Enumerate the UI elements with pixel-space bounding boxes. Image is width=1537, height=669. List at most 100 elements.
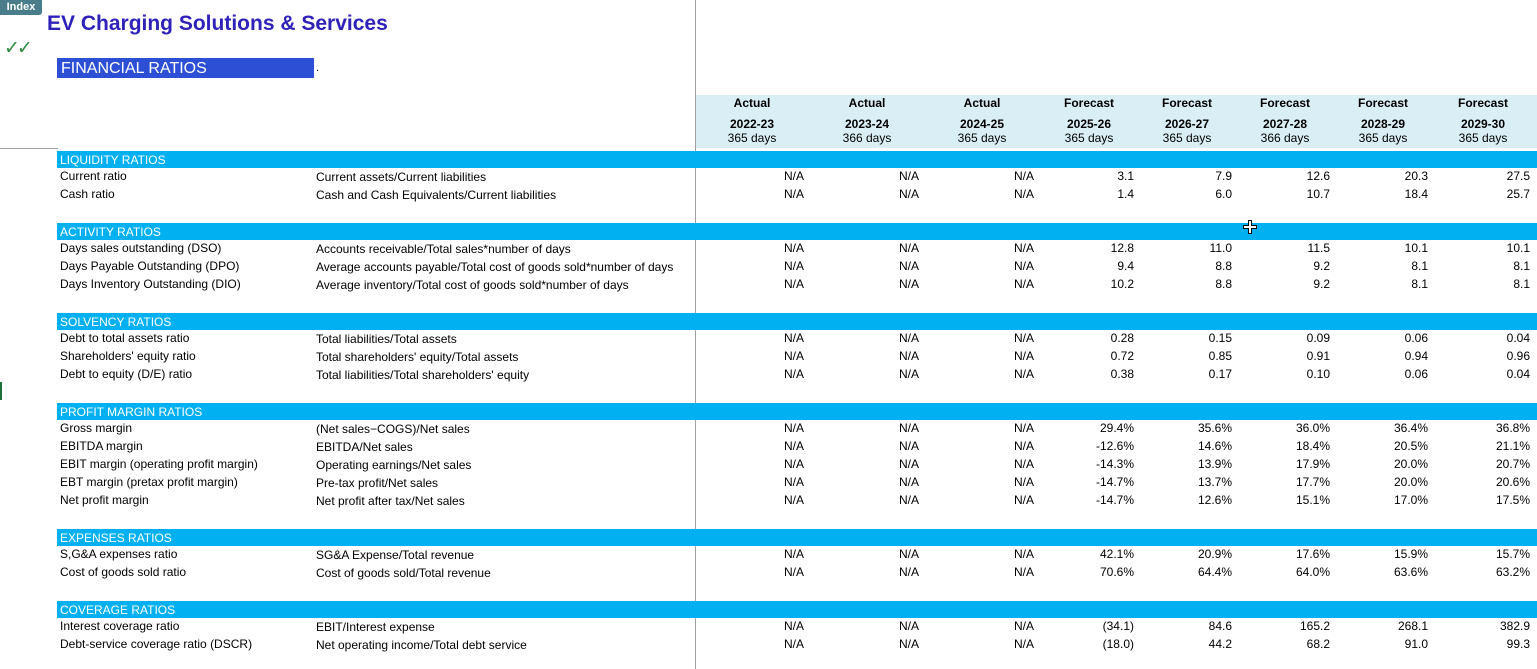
ratio-value-cell[interactable]: -14.3% (1095, 457, 1134, 471)
ratio-value-cell[interactable]: 63.6% (1393, 565, 1428, 579)
ratio-value-cell[interactable]: 17.0% (1393, 493, 1428, 507)
ratio-value-cell[interactable]: N/A (783, 259, 804, 273)
ratio-value-cell[interactable]: 9.2 (1313, 259, 1330, 273)
ratio-value-cell[interactable]: 27.5 (1506, 169, 1530, 183)
ratio-value-cell[interactable]: 11.5 (1307, 241, 1330, 255)
ratio-value-cell[interactable]: N/A (898, 565, 919, 579)
ratio-value-cell[interactable]: 64.0% (1295, 565, 1330, 579)
ratio-value-cell[interactable]: 70.6% (1099, 565, 1134, 579)
ratio-value-cell[interactable]: N/A (898, 331, 919, 345)
ratio-value-cell[interactable]: 268.1 (1397, 619, 1428, 633)
ratio-value-cell[interactable]: 10.2 (1110, 277, 1134, 291)
ratio-value-cell[interactable]: N/A (1013, 331, 1034, 345)
ratio-value-cell[interactable]: 17.9% (1295, 457, 1330, 471)
ratio-value-cell[interactable]: N/A (783, 421, 804, 435)
ratio-value-cell[interactable]: N/A (898, 259, 919, 273)
ratio-value-cell[interactable]: 91.0 (1404, 637, 1428, 651)
ratio-value-cell[interactable]: N/A (783, 367, 804, 381)
ratio-value-cell[interactable]: N/A (1013, 565, 1034, 579)
ratio-value-cell[interactable]: N/A (898, 241, 919, 255)
ratio-value-cell[interactable]: 17.6% (1295, 547, 1330, 561)
ratio-value-cell[interactable]: 14.6% (1197, 439, 1232, 453)
ratio-value-cell[interactable]: 84.6 (1208, 619, 1232, 633)
ratio-value-cell[interactable]: N/A (783, 493, 804, 507)
ratio-value-cell[interactable]: 18.4 (1404, 187, 1428, 201)
ratio-value-cell[interactable]: N/A (783, 187, 804, 201)
ratio-value-cell[interactable]: (34.1) (1102, 619, 1134, 633)
ratio-value-cell[interactable]: -12.6% (1095, 439, 1134, 453)
ratio-value-cell[interactable]: 3.1 (1117, 169, 1134, 183)
ratio-value-cell[interactable]: 0.06 (1404, 331, 1428, 345)
ratio-value-cell[interactable]: N/A (898, 187, 919, 201)
ratio-value-cell[interactable]: 10.1 (1404, 241, 1428, 255)
ratio-value-cell[interactable]: 36.0% (1295, 421, 1330, 435)
ratio-value-cell[interactable]: 0.85 (1208, 349, 1232, 363)
ratio-value-cell[interactable]: 8.8 (1215, 277, 1232, 291)
ratio-value-cell[interactable]: N/A (898, 475, 919, 489)
ratio-value-cell[interactable]: 20.3 (1404, 169, 1428, 183)
ratio-value-cell[interactable]: 9.2 (1313, 277, 1330, 291)
ratio-value-cell[interactable]: 8.1 (1411, 277, 1428, 291)
ratio-value-cell[interactable]: 20.9% (1197, 547, 1232, 561)
ratio-value-cell[interactable]: 20.0% (1393, 457, 1428, 471)
ratio-value-cell[interactable]: 0.28 (1110, 331, 1134, 345)
ratio-value-cell[interactable]: N/A (898, 277, 919, 291)
section-title[interactable]: FINANCIAL RATIOS (57, 58, 314, 78)
ratio-value-cell[interactable]: 15.9% (1393, 547, 1428, 561)
ratio-value-cell[interactable]: N/A (1013, 475, 1034, 489)
ratio-value-cell[interactable]: N/A (783, 637, 804, 651)
ratio-value-cell[interactable]: 1.4 (1117, 187, 1134, 201)
ratio-value-cell[interactable]: N/A (1013, 367, 1034, 381)
ratio-value-cell[interactable]: 0.38 (1110, 367, 1134, 381)
ratio-value-cell[interactable]: 12.8 (1110, 241, 1134, 255)
ratio-value-cell[interactable]: 42.1% (1099, 547, 1134, 561)
ratio-value-cell[interactable]: 25.7 (1506, 187, 1530, 201)
ratio-value-cell[interactable]: N/A (783, 475, 804, 489)
ratio-value-cell[interactable]: N/A (1013, 241, 1034, 255)
ratio-value-cell[interactable]: 0.91 (1306, 349, 1330, 363)
ratio-value-cell[interactable]: N/A (783, 439, 804, 453)
ratio-value-cell[interactable]: N/A (1013, 439, 1034, 453)
ratio-value-cell[interactable]: 0.04 (1506, 331, 1530, 345)
ratio-value-cell[interactable]: 35.6% (1197, 421, 1232, 435)
ratio-value-cell[interactable]: -14.7% (1095, 493, 1134, 507)
ratio-value-cell[interactable]: 36.8% (1495, 421, 1530, 435)
ratio-value-cell[interactable]: N/A (783, 241, 804, 255)
ratio-value-cell[interactable]: N/A (1013, 187, 1034, 201)
ratio-value-cell[interactable]: 12.6% (1197, 493, 1232, 507)
ratio-value-cell[interactable]: 99.3 (1506, 637, 1530, 651)
ratio-value-cell[interactable]: N/A (1013, 349, 1034, 363)
ratio-value-cell[interactable]: N/A (783, 547, 804, 561)
ratio-value-cell[interactable]: N/A (1013, 421, 1034, 435)
ratio-value-cell[interactable]: -14.7% (1095, 475, 1134, 489)
ratio-value-cell[interactable]: 21.1% (1495, 439, 1530, 453)
ratio-value-cell[interactable]: 0.17 (1208, 367, 1232, 381)
ratio-value-cell[interactable]: N/A (1013, 259, 1034, 273)
ratio-value-cell[interactable]: N/A (783, 619, 804, 633)
ratio-value-cell[interactable]: N/A (898, 457, 919, 471)
ratio-value-cell[interactable]: 0.96 (1506, 349, 1530, 363)
ratio-value-cell[interactable]: N/A (783, 457, 804, 471)
ratio-value-cell[interactable]: N/A (898, 619, 919, 633)
ratio-value-cell[interactable]: 7.9 (1215, 169, 1232, 183)
ratio-value-cell[interactable]: N/A (783, 349, 804, 363)
ratio-value-cell[interactable]: 0.94 (1404, 349, 1428, 363)
ratio-value-cell[interactable]: 20.0% (1393, 475, 1428, 489)
ratio-value-cell[interactable]: 20.6% (1495, 475, 1530, 489)
ratio-value-cell[interactable]: 9.4 (1117, 259, 1134, 273)
ratio-value-cell[interactable]: 0.10 (1306, 367, 1330, 381)
ratio-value-cell[interactable]: 10.1 (1506, 241, 1530, 255)
ratio-value-cell[interactable]: 17.7% (1295, 475, 1330, 489)
ratio-value-cell[interactable]: 8.8 (1215, 259, 1232, 273)
ratio-value-cell[interactable]: (18.0) (1102, 637, 1134, 651)
ratio-value-cell[interactable]: 18.4% (1295, 439, 1330, 453)
ratio-value-cell[interactable]: N/A (898, 169, 919, 183)
ratio-value-cell[interactable]: 8.1 (1513, 277, 1530, 291)
ratio-value-cell[interactable]: 0.06 (1404, 367, 1428, 381)
ratio-value-cell[interactable]: N/A (783, 169, 804, 183)
ratio-value-cell[interactable]: 13.7% (1197, 475, 1232, 489)
ratio-value-cell[interactable]: 8.1 (1513, 259, 1530, 273)
ratio-value-cell[interactable]: 15.7% (1495, 547, 1530, 561)
ratio-value-cell[interactable]: 12.6 (1306, 169, 1330, 183)
ratio-value-cell[interactable]: N/A (898, 439, 919, 453)
